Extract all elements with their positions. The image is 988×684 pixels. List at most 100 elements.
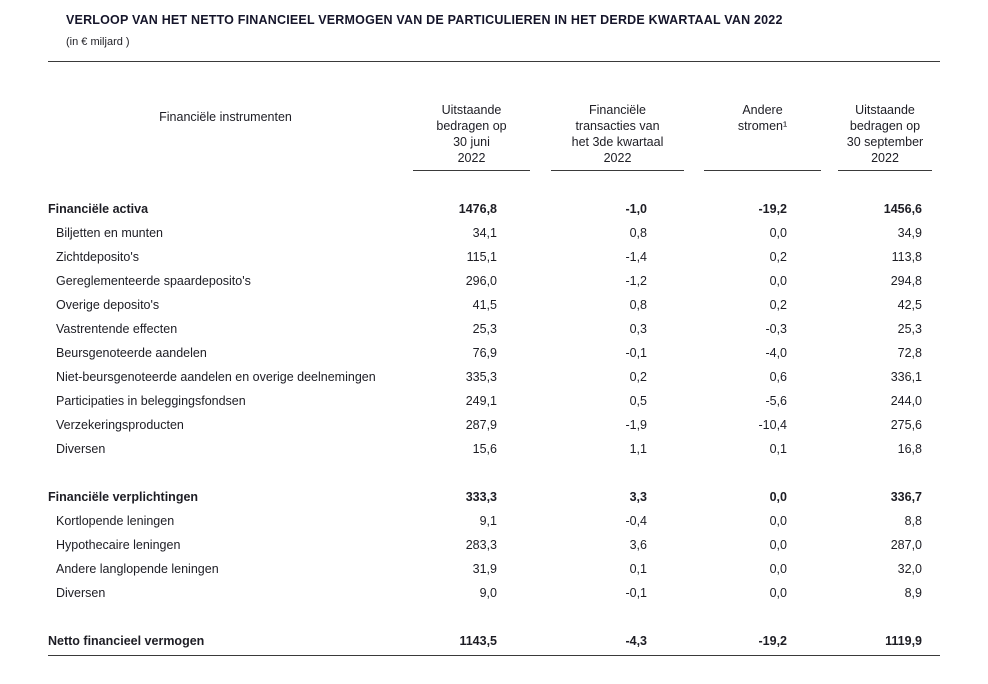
row-value: 3,3 <box>629 490 647 504</box>
row-value: 0,0 <box>769 226 787 240</box>
row-value: 8,8 <box>904 514 922 528</box>
row-value: 3,6 <box>629 538 647 552</box>
row-value: 115,1 <box>466 250 497 264</box>
column-header-underline <box>550 170 685 171</box>
column-header-underline <box>704 170 821 171</box>
row-label: Andere langlopende leningen <box>56 562 219 576</box>
row-value: 34,9 <box>897 226 922 240</box>
row-value: 9,0 <box>479 586 497 600</box>
page-title: VERLOOP VAN HET NETTO FINANCIEEL VERMOGE… <box>66 13 783 27</box>
table-row: Vastrentende effecten 25,3 0,3 -0,3 25,3 <box>48 317 940 341</box>
table-row: Diversen 9,0 -0,1 0,0 8,9 <box>48 581 940 605</box>
row-value: 72,8 <box>897 346 922 360</box>
row-value: 9,1 <box>479 514 497 528</box>
column-header-underline <box>837 170 933 171</box>
row-value: 0,0 <box>769 538 787 552</box>
column-header-text: Andere stromen¹ <box>737 103 788 133</box>
row-value: 113,8 <box>891 250 922 264</box>
table-row: Niet-beursgenoteerde aandelen en overige… <box>48 365 940 389</box>
row-value: 283,3 <box>465 538 497 552</box>
table-row: Netto financieel vermogen 1143,5 -4,3 -19,2… <box>48 629 940 653</box>
column-header-outstanding-september: Uitstaande bedragen op 30 september 2022 <box>830 62 940 197</box>
row-value: 336,1 <box>890 370 922 384</box>
column-header-text: Uitstaande bedragen op 30 september 2022 <box>846 103 924 165</box>
table-row: Andere langlopende leningen 31,9 0,1 0,0 32,… <box>48 557 940 581</box>
row-value: 1,1 <box>629 442 647 456</box>
table-row: Diversen 15,6 1,1 0,1 16,8 <box>48 437 940 461</box>
row-value: 287,9 <box>465 418 497 432</box>
row-label: Overige deposito's <box>56 298 160 312</box>
row-value: 25,3 <box>472 322 497 336</box>
row-value: 249,1 <box>465 394 497 408</box>
row-value: -1,2 <box>625 274 647 288</box>
row-value: 0,1 <box>629 562 647 576</box>
row-value: 1456,6 <box>883 202 922 216</box>
column-header-underline <box>412 170 531 171</box>
row-label: Financiële activa <box>48 202 149 216</box>
table-row: Participaties in beleggingsfondsen 249,1 0… <box>48 389 940 413</box>
row-value: -19,2 <box>758 202 788 216</box>
row-value: 335,3 <box>465 370 497 384</box>
row-label: Participaties in beleggingsfondsen <box>56 394 246 408</box>
row-value: 0,3 <box>629 322 647 336</box>
row-value: -4,3 <box>625 634 647 648</box>
row-value: 287,0 <box>890 538 922 552</box>
column-header-outstanding-june: Uitstaande bedragen op 30 juni 2022 <box>403 62 540 197</box>
table-header-row: Financiële instrumenten Uitstaande bedra… <box>48 62 940 197</box>
table-row: Financiële activa 1476,8 -1,0 -19,2 1456,6 <box>48 197 940 221</box>
row-value: 42,5 <box>897 298 922 312</box>
row-value: -1,9 <box>625 418 647 432</box>
row-value: 0,2 <box>769 250 787 264</box>
row-value: 0,6 <box>769 370 787 384</box>
row-value: 0,5 <box>629 394 647 408</box>
row-label: Diversen <box>56 442 106 456</box>
row-value: -4,0 <box>765 346 787 360</box>
table-row: Hypothecaire leningen 283,3 3,6 0,0 287,0 <box>48 533 940 557</box>
row-label: Financiële verplichtingen <box>48 490 199 504</box>
row-value: 244,0 <box>890 394 922 408</box>
row-value: 41,5 <box>472 298 497 312</box>
row-value: 25,3 <box>897 322 922 336</box>
row-value: -0,3 <box>765 322 787 336</box>
row-value: 32,0 <box>897 562 922 576</box>
row-value: -1,0 <box>625 202 647 216</box>
row-value: 0,2 <box>769 298 787 312</box>
row-value: 8,9 <box>904 586 922 600</box>
table-row: Gereglementeerde spaardeposito's 296,0 -1,… <box>48 269 940 293</box>
table-bottom-rule <box>48 655 940 656</box>
row-value: 1119,9 <box>885 634 922 648</box>
table-row: Overige deposito's 41,5 0,8 0,2 42,5 <box>48 293 940 317</box>
column-header-text: Uitstaande bedragen op 30 juni 2022 <box>436 103 507 165</box>
document-header: VERLOOP VAN HET NETTO FINANCIEEL VERMOGE… <box>0 0 988 48</box>
row-value: -19,2 <box>758 634 788 648</box>
row-value: 296,0 <box>465 274 497 288</box>
column-header-transactions: Financiële transacties van het 3de kwart… <box>540 62 695 197</box>
row-value: 16,8 <box>897 442 922 456</box>
row-label: Verzekeringsproducten <box>56 418 184 432</box>
table-body: Financiële activa 1476,8 -1,0 -19,2 1456,6 Bi… <box>48 197 940 653</box>
row-value: 76,9 <box>472 346 497 360</box>
row-value: 0,0 <box>769 274 787 288</box>
row-value: 0,0 <box>769 490 787 504</box>
row-value: 0,8 <box>629 298 647 312</box>
row-value: 333,3 <box>465 490 497 504</box>
row-value: 0,8 <box>629 226 647 240</box>
section-spacer <box>48 461 940 485</box>
table-row: Beursgenoteerde aandelen 76,9 -0,1 -4,0 72,8 <box>48 341 940 365</box>
column-header-text: Financiële transacties van het 3de kwart… <box>571 103 664 165</box>
row-label: Kortlopende leningen <box>56 514 175 528</box>
row-label: Hypothecaire leningen <box>56 538 181 552</box>
column-header-instruments: Financiële instrumenten <box>159 109 292 124</box>
row-label: Diversen <box>56 586 106 600</box>
row-value: 15,6 <box>472 442 497 456</box>
column-header-other-flows: Andere stromen¹ <box>695 62 830 197</box>
table-top-rule <box>48 61 940 62</box>
row-value: 294,8 <box>890 274 922 288</box>
row-value: 0,0 <box>769 586 787 600</box>
row-label: Vastrentende effecten <box>56 322 178 336</box>
row-label: Niet-beursgenoteerde aandelen en overige… <box>56 370 376 384</box>
row-label: Biljetten en munten <box>56 226 164 240</box>
row-label: Netto financieel vermogen <box>48 634 205 648</box>
row-value: 275,6 <box>890 418 922 432</box>
row-value: 0,2 <box>629 370 647 384</box>
